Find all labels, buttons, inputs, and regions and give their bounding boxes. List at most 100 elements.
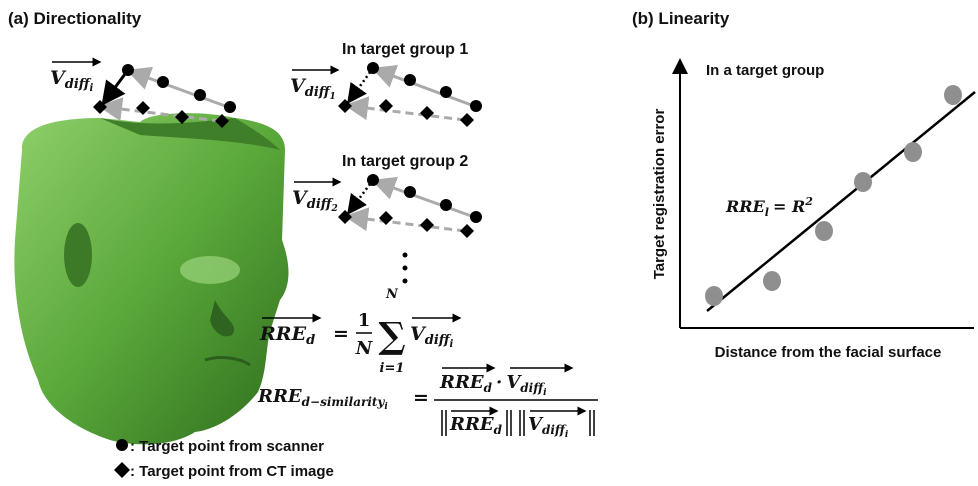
vector-sub: diff <box>305 85 332 100</box>
legend-text: : Target point from scanner <box>130 438 324 455</box>
formula-sub: diff <box>542 423 567 437</box>
vector-base: Vdiff1 <box>290 75 336 102</box>
formula-den: N <box>355 338 374 359</box>
formula-eq: = <box>413 387 429 409</box>
formula-sub: l <box>765 206 769 219</box>
vector-i-sketch-part <box>132 72 228 107</box>
vector-index: 1 <box>330 92 336 102</box>
formula-lhs: RRE <box>259 323 307 345</box>
formula-lhs: RRE <box>257 386 302 407</box>
formula-text: Vdiffi <box>410 323 454 350</box>
group2-sketch-part <box>377 182 474 217</box>
panel-title: (b) Linearity <box>632 9 730 28</box>
vector-i-label: Vdiffi <box>50 62 100 94</box>
formula-index: i <box>450 339 454 350</box>
group2-sketch-part <box>379 211 393 225</box>
legend-symbol <box>116 439 128 451</box>
group2-sketch-part <box>403 253 408 258</box>
formula-index: i <box>543 388 547 398</box>
formula-sub: diff <box>425 333 452 348</box>
formula-eq: = <box>333 323 349 345</box>
linearity-formula: RREl = R2 <box>725 195 813 219</box>
formula-sub: d <box>306 333 315 348</box>
group1-sketch-part <box>440 86 452 98</box>
group2-sketch-part <box>350 217 465 231</box>
group2-sketch-part <box>460 224 474 238</box>
vector-i-sketch-part <box>157 76 169 88</box>
group1-sketch-part <box>338 99 352 113</box>
formula-similarity: RREd−similarityi = RREd·Vdiffi RREd Vdif… <box>257 368 598 440</box>
trend-sketch-part <box>944 85 962 105</box>
plot-axes <box>680 62 974 328</box>
panel-title: (a) Directionality <box>8 9 142 28</box>
group1-sketch-part <box>420 106 434 120</box>
group-label: In target group 1 <box>342 41 468 58</box>
formula-num: 1 <box>358 310 371 331</box>
vector-index: i <box>90 83 94 94</box>
head-model-part <box>180 256 240 284</box>
group2-sketch-part <box>404 186 416 198</box>
legend: : Target point from scanner : Target poi… <box>114 438 334 480</box>
formula-lhs: RRE <box>725 197 766 216</box>
formula-text: Vdiffi <box>528 414 569 440</box>
formula-text: RREd·Vdiffi <box>439 372 547 398</box>
group1-sketch <box>338 62 482 127</box>
formula-text: RREd <box>259 323 315 348</box>
formula-rre-d: RREd = 1 N N ∑ i=1 Vdiffi <box>259 287 460 376</box>
group2-sketch-part <box>338 210 352 224</box>
trend-sketch-part <box>763 271 781 291</box>
y-axis-label: Target registration error <box>651 109 668 280</box>
vector-2-label: Vdiff2 <box>292 182 340 214</box>
head-model-part <box>14 113 288 444</box>
formula-dot: · <box>496 372 502 393</box>
trend-sketch-part <box>904 142 922 162</box>
vector-1-label: Vdiff1 <box>290 70 338 102</box>
vector-sub: diff <box>65 77 92 92</box>
legend-text: : Target point from CT image <box>130 463 334 480</box>
formula-text: RREd <box>449 414 503 437</box>
formula-sub: diff <box>520 381 545 395</box>
figure: (a) Directionality Vdiffi In target grou… <box>0 0 978 486</box>
plot-annotation: In a target group <box>706 62 824 79</box>
sum-bottom: i=1 <box>380 361 405 376</box>
formula-sub: d <box>494 423 503 437</box>
group2-sketch-part <box>403 279 408 284</box>
group-label: In target group 2 <box>342 153 468 170</box>
formula-part: RRE <box>449 414 494 435</box>
x-axis-label: Distance from the facial surface <box>715 344 942 361</box>
trend-sketch-part <box>705 286 723 306</box>
formula-index: i <box>565 430 569 440</box>
group1-sketch-part <box>470 100 482 112</box>
group1-sketch-part <box>460 113 474 127</box>
formula-index: i <box>384 402 388 412</box>
vector-index: 2 <box>331 204 338 214</box>
group2-sketch-part <box>420 218 434 232</box>
vector-i-sketch-part <box>224 101 236 113</box>
vector-sub: diff <box>307 197 334 212</box>
group1-sketch-part <box>350 106 465 120</box>
head-model-part <box>64 223 92 287</box>
formula-part: RRE <box>439 372 484 393</box>
group2-sketch <box>338 174 482 284</box>
formula-text: RREd−similarityi <box>257 386 388 412</box>
group2-sketch-part <box>403 266 408 271</box>
head-model <box>14 113 288 444</box>
legend-symbol <box>114 462 130 478</box>
formula-sup: 2 <box>804 195 813 208</box>
group2-sketch-part <box>470 211 482 223</box>
trend-sketch-part <box>815 221 833 241</box>
vector-base: Vdiffi <box>50 67 94 94</box>
vector-base: Vdiff2 <box>292 187 338 214</box>
vector-i-sketch-part <box>194 89 206 101</box>
vector-i-sketch-part <box>122 64 134 76</box>
sum-top: N <box>385 287 399 302</box>
formula-sub: d−similarity <box>302 395 386 409</box>
group1-sketch-part <box>404 74 416 86</box>
vector-i-sketch-part <box>93 100 107 114</box>
group1-sketch-part <box>377 70 474 106</box>
formula-eq: = R <box>773 197 805 216</box>
group2-sketch-part <box>367 174 379 186</box>
group2-sketch-part <box>440 199 452 211</box>
group1-sketch-part <box>367 62 379 74</box>
trend-sketch-part <box>854 172 872 192</box>
